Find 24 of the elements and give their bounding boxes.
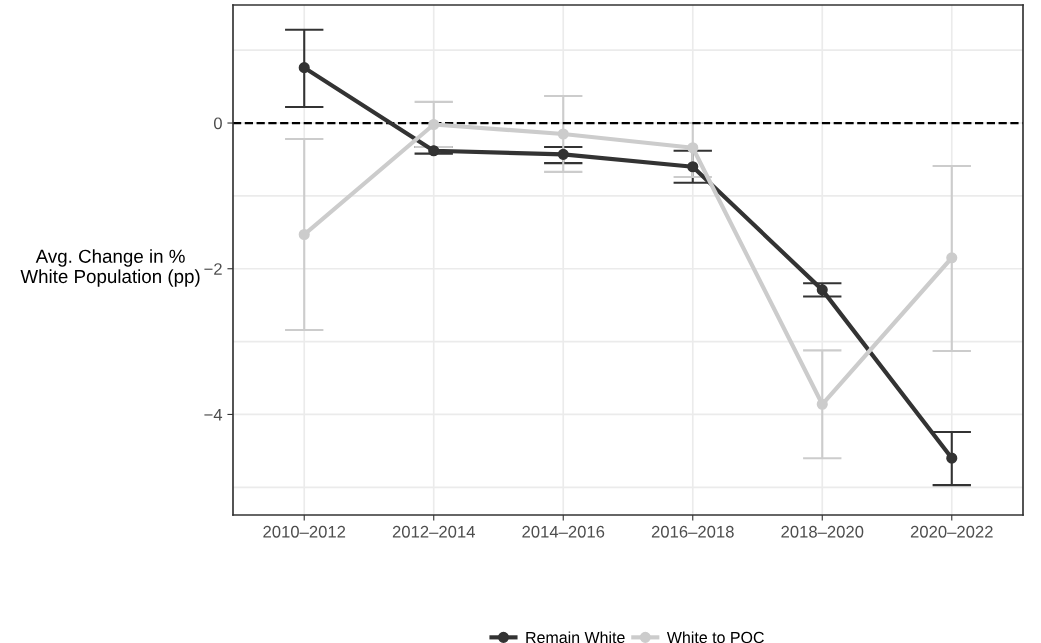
point — [298, 62, 310, 74]
legend-label: White to POC — [666, 631, 764, 643]
point — [557, 128, 569, 140]
point — [428, 145, 440, 157]
point — [687, 142, 699, 154]
point — [557, 148, 569, 160]
x-tick-label: 2012–2014 — [392, 525, 475, 538]
x-tick-label: 2010–2012 — [263, 525, 346, 538]
x-tick-label: 2018–2020 — [781, 525, 864, 538]
y-tick-label: 0 — [213, 117, 222, 130]
point — [946, 452, 958, 464]
y-axis-title: Avg. Change in % White Population (pp) — [20, 249, 200, 287]
y-tick-label: −4 — [204, 409, 223, 421]
point — [946, 252, 958, 264]
legend-label: Remain White — [526, 631, 625, 643]
point — [816, 284, 828, 296]
x-tick-label: 2020–2022 — [910, 525, 993, 538]
x-tick-label: 2016–2018 — [651, 525, 734, 538]
y-tick-label: −2 — [204, 263, 222, 275]
point — [687, 161, 699, 173]
point — [816, 398, 828, 410]
point — [298, 228, 310, 241]
x-tick-label: 2014–2016 — [522, 525, 605, 538]
point — [428, 118, 440, 131]
